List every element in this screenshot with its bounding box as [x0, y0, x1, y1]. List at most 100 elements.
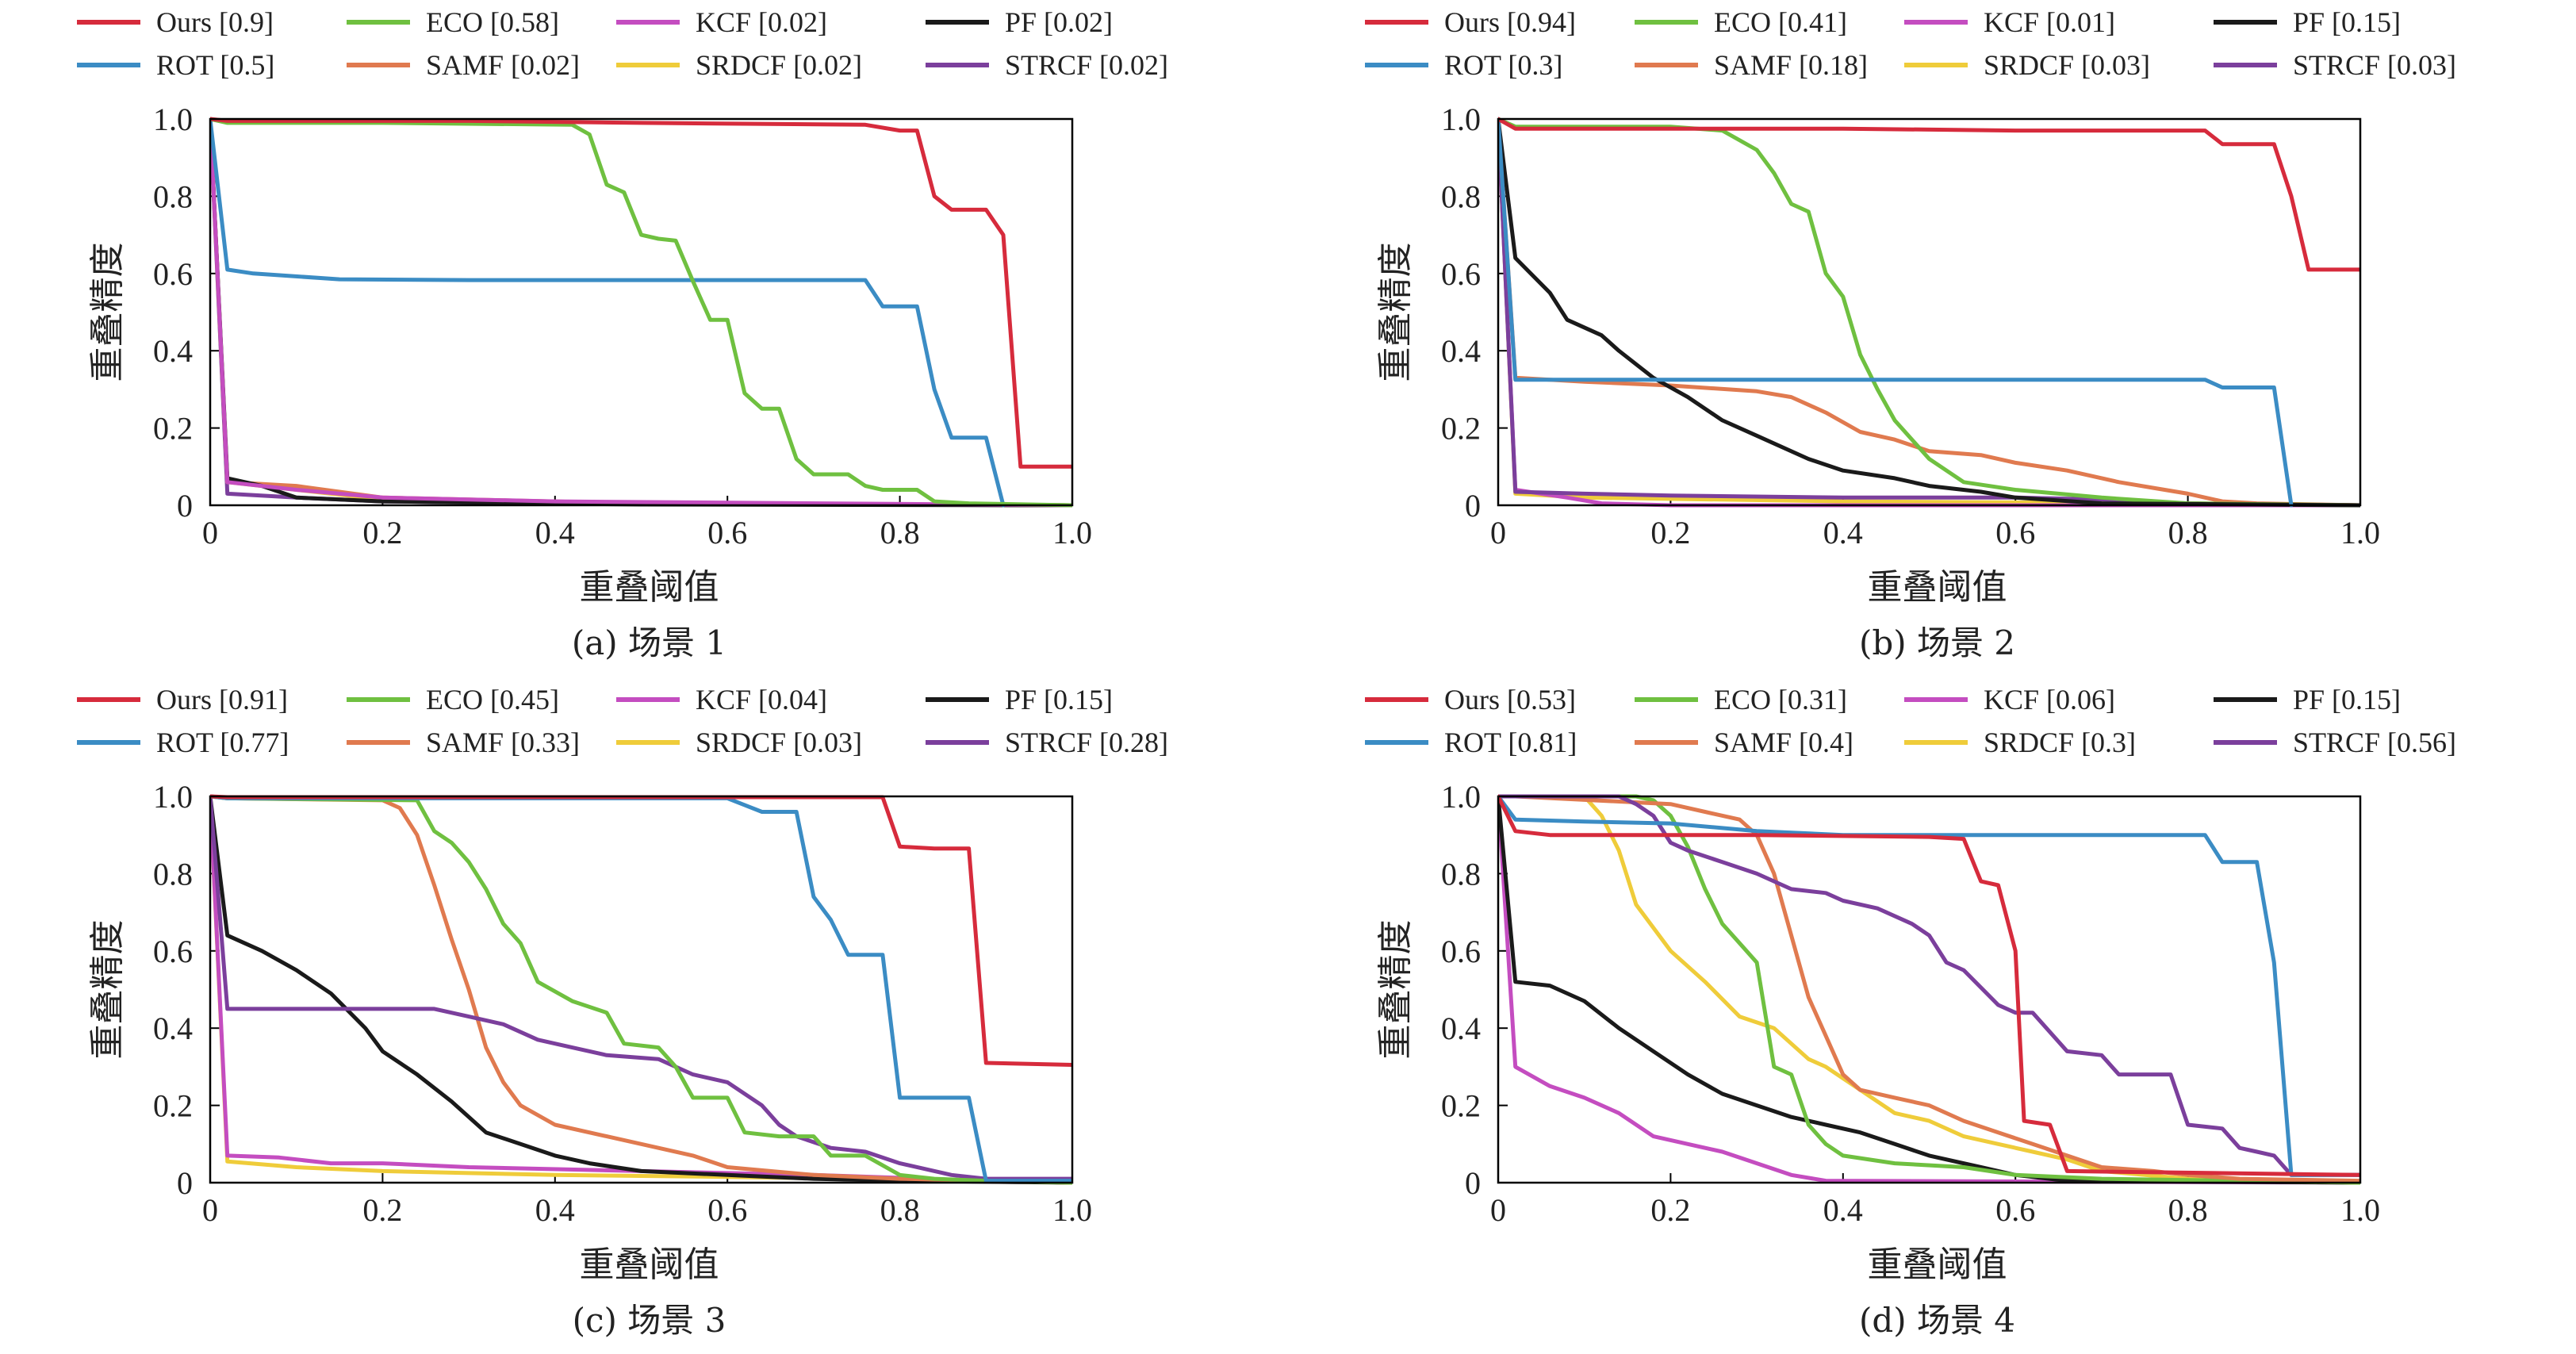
series-line-ours — [210, 794, 1072, 1067]
series-line-rot — [210, 117, 1006, 508]
y-axis-title: 重叠精度 — [1375, 920, 1416, 1060]
y-tick-label: 0 — [1465, 1165, 1481, 1201]
chart-svg: Ours [0.9] ECO [0.58] KCF [0.02] PF [0.02] R… — [77, 6, 1168, 662]
x-tick-label: 0.2 — [1650, 1192, 1690, 1228]
chart-panel-a: Ours [0.9] ECO [0.58] KCF [0.02] PF [0.02] R… — [0, 0, 1288, 677]
y-tick-label: 0.2 — [1441, 1088, 1481, 1124]
y-tick-label: 0.4 — [153, 1011, 193, 1046]
series-line-ours — [1498, 794, 2360, 1177]
plot-frame — [1497, 795, 2362, 1184]
series-line-strcf — [210, 794, 1072, 1181]
legend-label-ours: Ours [0.53] — [1444, 684, 1576, 715]
legend-label-eco: ECO [0.41] — [1714, 6, 1847, 38]
y-tick-label: 0.4 — [1441, 333, 1481, 369]
x-tick-label: 0.2 — [362, 515, 402, 550]
x-tick-label: 0.8 — [2168, 1192, 2208, 1228]
y-tick-label: 0.8 — [153, 856, 193, 892]
series-line-pf — [210, 117, 1072, 508]
plot-frame — [1497, 117, 2362, 507]
x-tick-label: 0 — [202, 1192, 218, 1228]
series-line-kcf — [1498, 117, 2360, 508]
legend-label-strcf: STRCF [0.03] — [2293, 49, 2456, 81]
legend-label-samf: SAMF [0.33] — [426, 727, 580, 758]
legend-label-pf: PF [0.02] — [1005, 6, 1113, 38]
x-tick-label: 0.6 — [707, 515, 747, 550]
legend-label-rot: ROT [0.81] — [1444, 727, 1577, 758]
y-tick-label: 0 — [177, 488, 193, 524]
series-line-eco — [1498, 794, 2360, 1185]
x-tick-label: 0.6 — [1995, 1192, 2035, 1228]
y-tick-label: 0.6 — [153, 256, 193, 292]
legend-label-samf: SAMF [0.02] — [426, 49, 580, 81]
series-line-samf — [1498, 117, 2360, 508]
y-tick-label: 1.0 — [1441, 102, 1481, 137]
series-group — [210, 117, 1072, 508]
y-tick-label: 0.4 — [153, 333, 193, 369]
chart-svg: Ours [0.91] ECO [0.45] KCF [0.04] PF [0.15]… — [77, 684, 1168, 1340]
y-tick-label: 0.6 — [153, 934, 193, 969]
x-tick-label: 0.4 — [535, 1192, 575, 1228]
legend-label-srdcf: SRDCF [0.02] — [696, 49, 862, 81]
series-group — [1498, 117, 2360, 508]
series-line-rot — [1498, 117, 2294, 508]
legend-label-ours: Ours [0.94] — [1444, 6, 1576, 38]
series-group — [210, 794, 1072, 1185]
y-axis-title: 重叠精度 — [1375, 243, 1416, 382]
series-line-strcf — [1498, 794, 2360, 1177]
series-line-eco — [210, 117, 1072, 508]
series-line-kcf — [210, 117, 1072, 508]
y-axis-title: 重叠精度 — [87, 920, 128, 1060]
series-line-pf — [1498, 117, 2360, 508]
legend-label-kcf: KCF [0.02] — [696, 6, 827, 38]
legend-label-eco: ECO [0.45] — [426, 684, 559, 715]
legend-label-ours: Ours [0.91] — [156, 684, 288, 715]
y-tick-label: 0 — [1465, 488, 1481, 524]
series-line-srdcf — [1498, 117, 2360, 508]
y-tick-label: 0 — [177, 1165, 193, 1201]
legend-label-rot: ROT [0.77] — [156, 727, 289, 758]
series-line-strcf — [210, 117, 1072, 508]
series-line-rot — [1498, 794, 2360, 1177]
y-tick-label: 0.6 — [1441, 934, 1481, 969]
y-tick-label: 1.0 — [153, 102, 193, 137]
chart-panel-b: Ours [0.94] ECO [0.41] KCF [0.01] PF [0.15]… — [1288, 0, 2576, 677]
legend-label-samf: SAMF [0.4] — [1714, 727, 1853, 758]
series-group — [1498, 794, 2360, 1185]
series-line-rot — [210, 794, 1072, 1183]
y-tick-label: 0.8 — [1441, 178, 1481, 214]
chart-svg: Ours [0.94] ECO [0.41] KCF [0.01] PF [0.15]… — [1365, 6, 2456, 662]
legend-label-ours: Ours [0.9] — [156, 6, 274, 38]
x-tick-label: 0.6 — [1995, 515, 2035, 550]
x-axis-title: 重叠阈值 — [580, 1245, 719, 1285]
series-line-srdcf — [210, 117, 1072, 508]
series-line-ours — [210, 117, 1072, 469]
x-tick-label: 0 — [1490, 515, 1506, 550]
y-axis-title: 重叠精度 — [87, 243, 128, 382]
series-line-ours — [1498, 117, 2360, 272]
y-tick-label: 1.0 — [1441, 779, 1481, 815]
y-tick-label: 0.2 — [1441, 411, 1481, 447]
series-line-pf — [1498, 794, 2360, 1185]
chart-panel-c: Ours [0.91] ECO [0.45] KCF [0.04] PF [0.15]… — [0, 677, 1288, 1354]
y-tick-label: 1.0 — [153, 779, 193, 815]
legend-label-strcf: STRCF [0.02] — [1005, 49, 1168, 81]
series-line-samf — [210, 117, 1072, 508]
series-line-kcf — [1498, 794, 2360, 1185]
x-tick-label: 0.4 — [1823, 1192, 1863, 1228]
legend-label-kcf: KCF [0.01] — [1984, 6, 2115, 38]
panel-caption: (d) 场景 4 — [1859, 1301, 2015, 1340]
legend-label-strcf: STRCF [0.28] — [1005, 727, 1168, 758]
x-tick-label: 1.0 — [1052, 1192, 1092, 1228]
x-tick-label: 0 — [202, 515, 218, 550]
legend-label-eco: ECO [0.58] — [426, 6, 559, 38]
series-line-samf — [1498, 794, 2360, 1183]
x-tick-label: 0 — [1490, 1192, 1506, 1228]
legend-label-srdcf: SRDCF [0.03] — [1984, 49, 2150, 81]
plot-frame — [209, 795, 1074, 1184]
x-tick-label: 0.4 — [535, 515, 575, 550]
y-tick-label: 0.6 — [1441, 256, 1481, 292]
series-line-samf — [210, 794, 1072, 1185]
panel-caption: (a) 场景 1 — [572, 623, 726, 662]
x-tick-label: 1.0 — [2340, 515, 2380, 550]
x-axis-title: 重叠阈值 — [1868, 567, 2007, 608]
